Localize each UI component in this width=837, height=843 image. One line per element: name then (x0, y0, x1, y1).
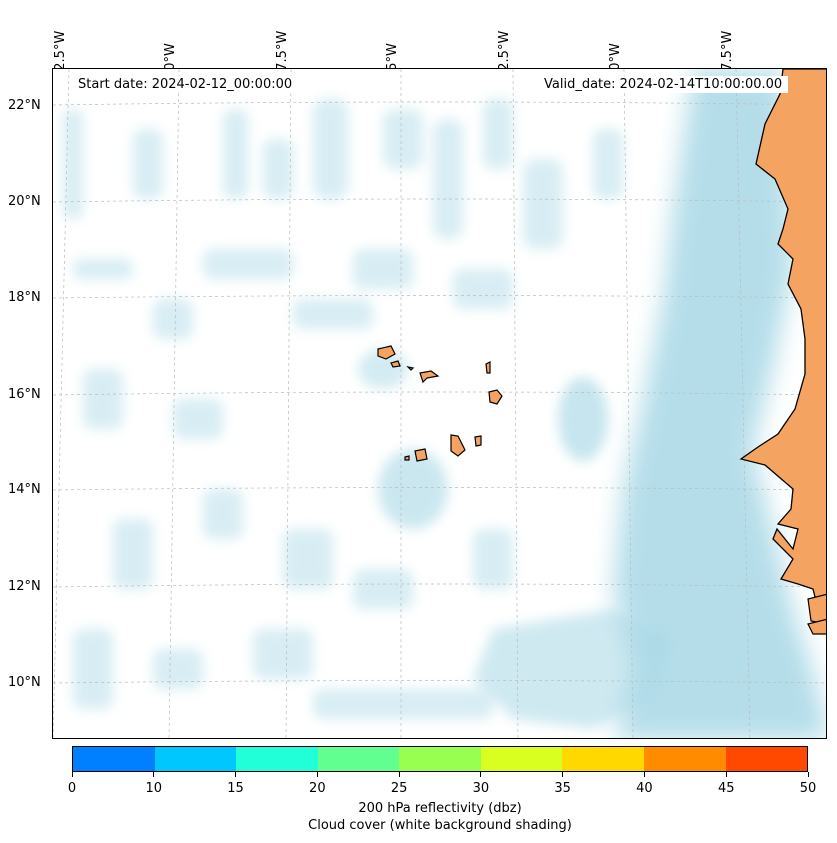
colorbar-segment-4 (399, 747, 481, 771)
valid-date-label: Valid_date: 2024-02-14T10:00:00.00 (538, 76, 789, 93)
lat-label-22n: 22°N (8, 98, 41, 113)
colorbar-segment-2 (236, 747, 318, 771)
colorbar-segment-3 (317, 747, 400, 771)
cloud-cover-layer (63, 69, 826, 738)
colorbar-tick-mark (316, 772, 318, 777)
lat-label-12n: 12°N (8, 579, 41, 594)
island-sao-vicente (390, 360, 401, 368)
island-sao-nicolau (419, 370, 440, 384)
island-maio (474, 435, 482, 447)
island-santa-luzia (406, 366, 415, 371)
island-brava (404, 455, 410, 461)
colorbar-segment-8 (725, 747, 808, 771)
colorbar-segment-0 (73, 747, 155, 771)
colorbar-tick-mark (643, 772, 645, 777)
map-panel[interactable] (52, 68, 827, 739)
colorbar-segment-7 (643, 747, 726, 771)
colorbar-tick-label: 35 (554, 781, 571, 796)
colorbar-label-cloud-cover: Cloud cover (white background shading) (308, 818, 572, 833)
colorbar-segment-1 (154, 747, 237, 771)
lat-label-16n: 16°N (8, 387, 41, 402)
colorbar-tick-label: 20 (309, 781, 326, 796)
colorbar-tick-label: 0 (67, 781, 77, 796)
island-fogo (414, 448, 428, 462)
lat-label-10n: 10°N (8, 675, 41, 690)
colorbar-tick-label: 40 (636, 781, 653, 796)
colorbar-tick-mark (725, 772, 727, 777)
colorbar-label-reflectivity: 200 hPa reflectivity (dbz) (358, 801, 522, 816)
lat-label-20n: 20°N (8, 194, 41, 209)
colorbar-segment-5 (480, 747, 563, 771)
africa-landmass (739, 69, 826, 635)
cape-verde-islands (377, 345, 503, 462)
lat-label-18n: 18°N (8, 290, 41, 305)
colorbar-tick-mark (71, 772, 73, 777)
colorbar-tick-mark (807, 772, 809, 777)
island-boa-vista (488, 389, 503, 405)
colorbar-segment-6 (562, 747, 644, 771)
colorbar-tick-mark (562, 772, 564, 777)
colorbar-tick-label: 25 (390, 781, 408, 796)
colorbar-tick-label: 15 (227, 781, 244, 796)
colorbar-tick-label: 50 (799, 781, 817, 796)
colorbar (72, 746, 808, 772)
island-santo-antao (377, 345, 396, 360)
colorbar-tick-mark (480, 772, 482, 777)
lat-label-14n: 14°N (8, 482, 41, 497)
start-date-label: Start date: 2024-02-12_00:00:00 (72, 76, 299, 93)
colorbar-tick-mark (235, 772, 237, 777)
colorbar-tick-mark (398, 772, 400, 777)
map-canvas (53, 69, 826, 738)
colorbar-tick-label: 45 (717, 781, 735, 796)
graticule (53, 69, 826, 738)
colorbar-tick-mark (153, 772, 155, 777)
colorbar-tick-label: 30 (472, 781, 490, 796)
colorbar-tick-label: 10 (145, 781, 163, 796)
island-santiago (450, 434, 466, 457)
island-sal (485, 361, 491, 374)
